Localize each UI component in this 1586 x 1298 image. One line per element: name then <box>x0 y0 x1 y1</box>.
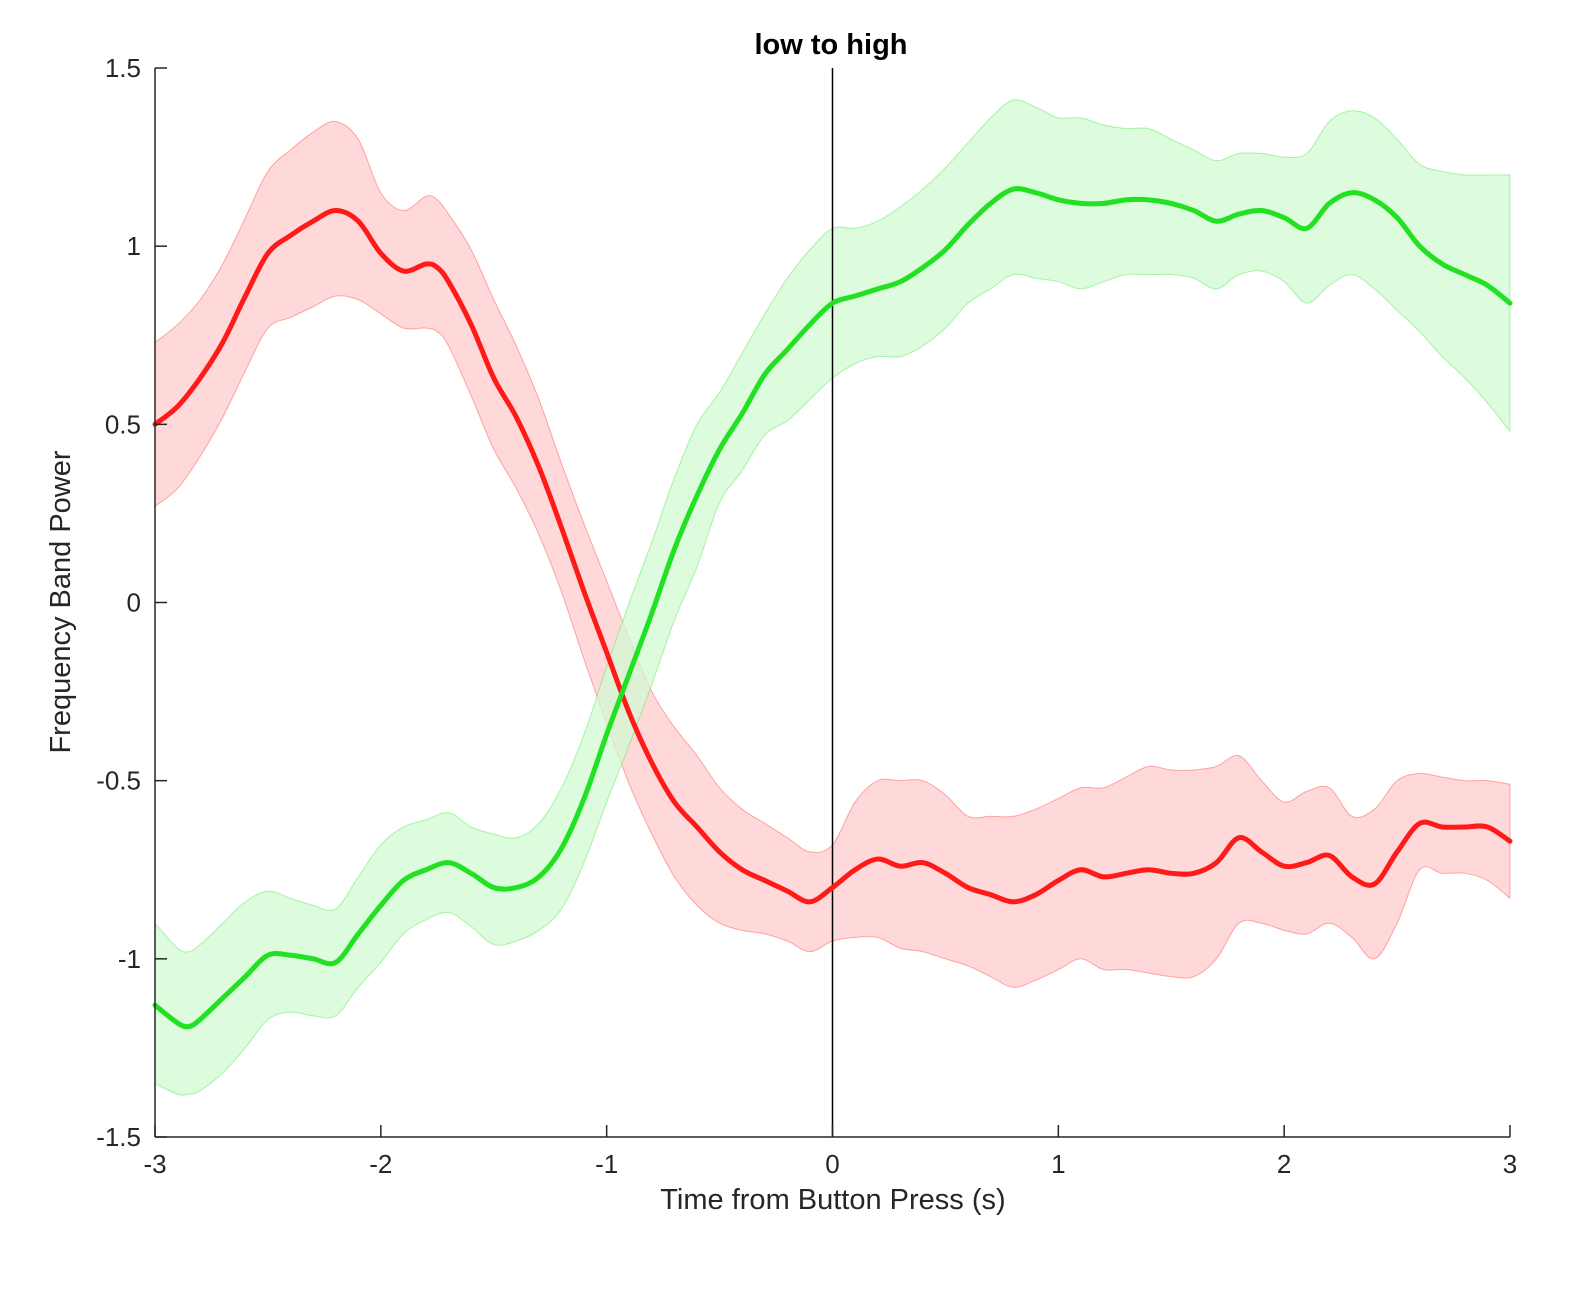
x-tick-label: -2 <box>369 1149 392 1179</box>
x-tick-label: 3 <box>1503 1149 1517 1179</box>
y-tick-label: 1.5 <box>105 53 141 83</box>
x-tick-label: 0 <box>825 1149 839 1179</box>
x-tick-label: -3 <box>143 1149 166 1179</box>
series-1-band <box>154 120 1511 988</box>
series-1-line <box>152 208 1513 905</box>
series-lines <box>152 186 1513 1030</box>
y-tick-label: -1.5 <box>96 1122 141 1152</box>
y-tick-label: -1 <box>118 944 141 974</box>
x-axis-label: Time from Button Press (s) <box>660 1184 1005 1216</box>
y-axis-label: Frequency Band Power <box>45 450 77 753</box>
ticks: -3 -2 -1 0 1 2 3 -1.5 -1 -0.5 0 0.5 1 1.5 <box>96 53 1517 1179</box>
y-tick-label: 0.5 <box>105 409 141 439</box>
y-tick-label: 0 <box>127 588 141 618</box>
y-tick-label: -0.5 <box>96 766 141 796</box>
series-2-line <box>152 186 1513 1030</box>
chart-title: low to high <box>754 29 907 61</box>
confidence-bands <box>154 99 1511 1096</box>
series-2-band <box>154 99 1511 1096</box>
x-tick-label: 2 <box>1277 1149 1291 1179</box>
x-tick-label: -1 <box>595 1149 618 1179</box>
y-tick-label: 1 <box>127 231 141 261</box>
x-tick-label: 1 <box>1051 1149 1065 1179</box>
